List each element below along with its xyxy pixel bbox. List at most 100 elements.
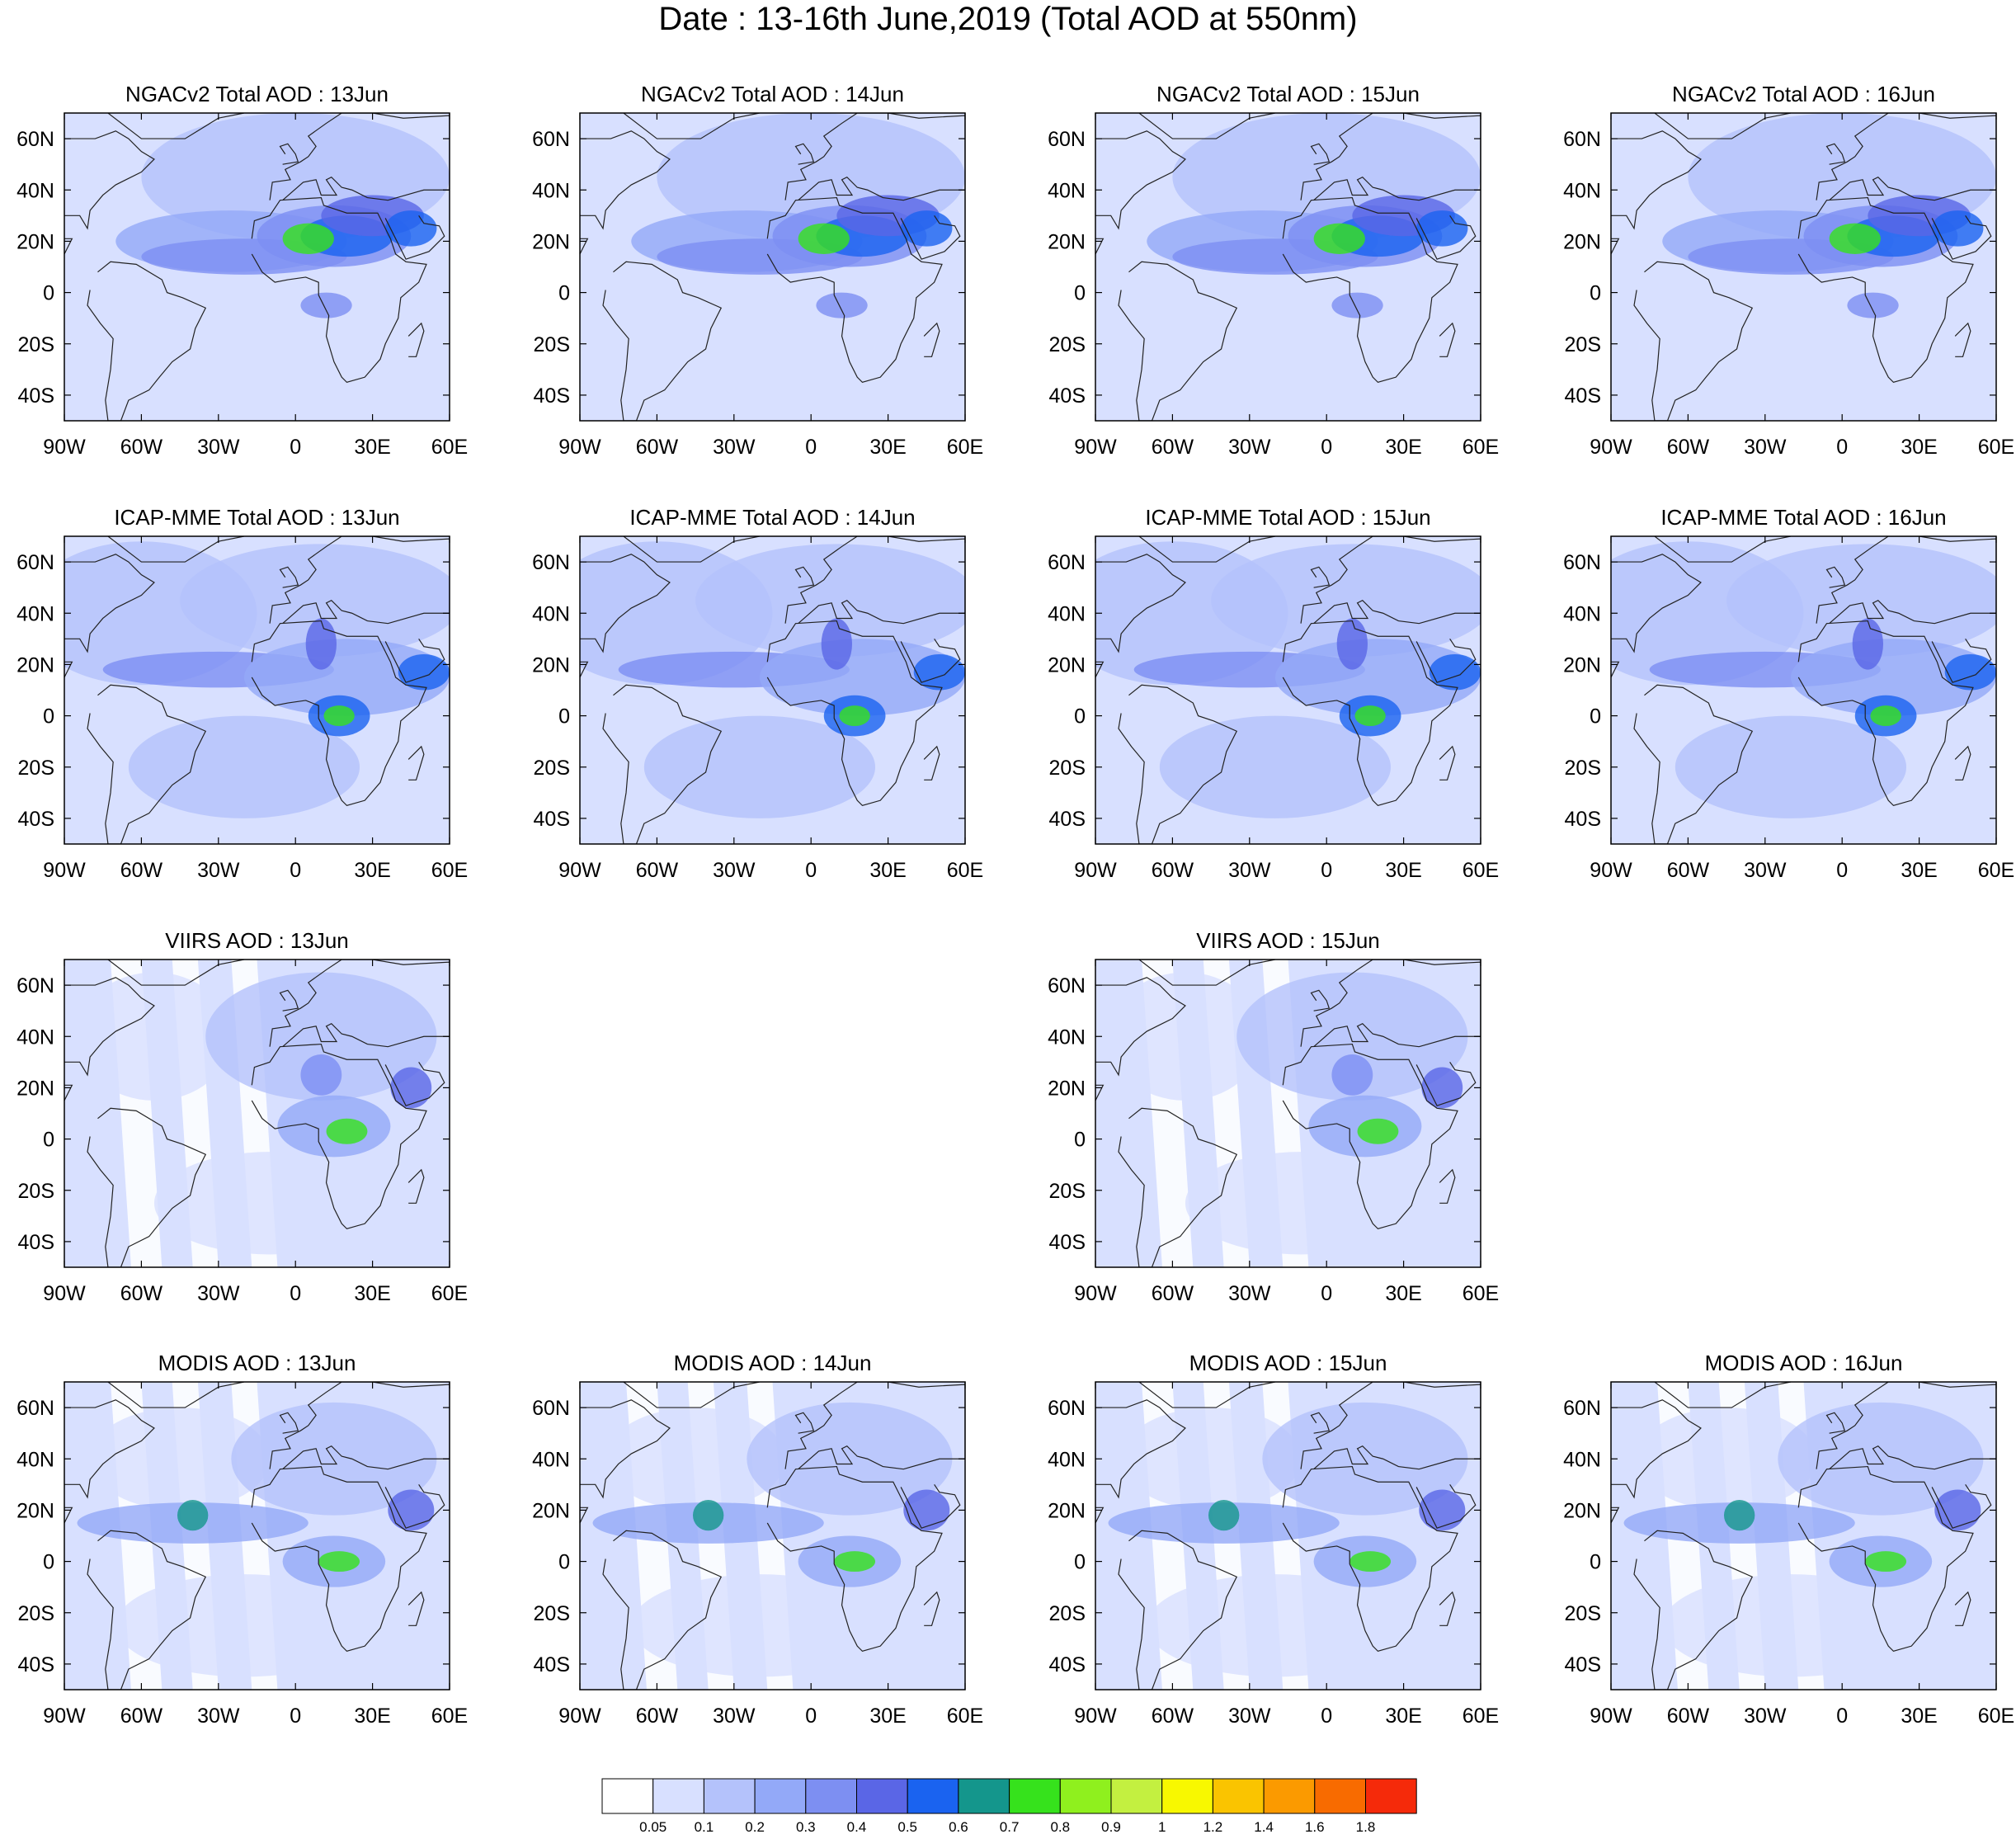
colorbar-swatch xyxy=(1263,1778,1316,1814)
map-frame xyxy=(64,1381,450,1690)
x-tick-label: 60W xyxy=(120,859,163,882)
coastline xyxy=(269,1382,450,1470)
map-frame xyxy=(1610,535,1997,845)
aod-region xyxy=(1331,292,1383,318)
coastline xyxy=(1954,322,1971,357)
aod-region xyxy=(77,972,232,1101)
panel-title: ICAP-MME Total AOD : 13Jun xyxy=(114,505,399,530)
y-tick-label: 40N xyxy=(1563,179,1601,202)
coastline xyxy=(1611,130,1702,255)
x-tick-label: 30W xyxy=(1228,1282,1271,1305)
x-tick-label: 60E xyxy=(947,1705,983,1728)
map-frame xyxy=(1610,1381,1997,1690)
coastline xyxy=(384,639,445,683)
colorbar-swatch xyxy=(805,1778,857,1814)
coastline xyxy=(87,1530,207,1690)
colorbar-swatch xyxy=(1059,1778,1112,1814)
aod-region xyxy=(1932,210,1984,247)
x-tick-label: 0 xyxy=(1321,436,1332,459)
x-tick-label: 60E xyxy=(1978,436,2014,459)
coastline xyxy=(1654,1382,1792,1408)
coastline xyxy=(251,196,427,384)
x-tick-label: 0 xyxy=(290,436,301,459)
coastline xyxy=(1118,1530,1238,1690)
y-tick-label: 60N xyxy=(16,551,54,574)
x-tick-label: 60E xyxy=(1463,859,1499,882)
coastline xyxy=(1415,1062,1477,1106)
x-tick-label: 90W xyxy=(1590,436,1632,459)
colorbar-label: 0.8 xyxy=(1050,1819,1070,1835)
map-panel: NGACv2 Total AOD : 16Jun 90W 60W 30W 0 30E 60E… xyxy=(1563,82,2014,459)
panel-title: MODIS AOD : 15Jun xyxy=(1189,1351,1387,1375)
coastline xyxy=(784,536,965,625)
y-tick-label: 20N xyxy=(1048,1499,1086,1522)
y-tick-label: 40N xyxy=(16,179,54,202)
x-tick-label: 60W xyxy=(1667,436,1710,459)
y-tick-label: 20N xyxy=(16,653,54,677)
aod-region xyxy=(821,618,853,670)
aod-region xyxy=(153,1152,386,1255)
coastline xyxy=(251,1465,427,1653)
coastline xyxy=(1439,1168,1456,1204)
x-tick-label: 90W xyxy=(1074,1282,1117,1305)
panel-title: VIIRS AOD : 13Jun xyxy=(165,928,349,953)
x-tick-label: 30E xyxy=(354,1705,390,1728)
y-tick-label: 60N xyxy=(1563,128,1601,151)
coastline xyxy=(1095,554,1186,678)
colorbar: 0.05 0.1 0.2 0.3 0.4 0.5 0.6 0.7 0.8 0.9 1 1.2 1.4 1.… xyxy=(601,1778,1417,1835)
y-tick-label: 20N xyxy=(1563,1499,1601,1522)
y-tick-label: 60N xyxy=(1048,128,1086,151)
aod-region xyxy=(1847,292,1899,318)
y-tick-label: 40S xyxy=(18,808,54,831)
x-tick-label: 30E xyxy=(869,436,906,459)
x-tick-label: 30W xyxy=(197,859,240,882)
coastline xyxy=(1300,960,1481,1048)
y-tick-label: 40N xyxy=(1563,1448,1601,1471)
y-tick-label: 0 xyxy=(43,1129,54,1152)
map-panel: ICAP-MME Total AOD : 14Jun 90W 60W 30W 0 30E 6… xyxy=(532,505,983,882)
y-tick-label: 60N xyxy=(16,128,54,151)
coastline xyxy=(1095,1399,1186,1524)
x-tick-label: 30W xyxy=(1744,1705,1787,1728)
aod-region xyxy=(643,715,876,818)
colorbar-swatch xyxy=(1365,1778,1417,1814)
map-frame xyxy=(1095,535,1481,845)
coastline xyxy=(602,684,723,844)
y-tick-label: 40N xyxy=(532,1448,570,1471)
aod-region xyxy=(90,1408,271,1511)
x-tick-label: 0 xyxy=(1836,1705,1848,1728)
x-tick-label: 30W xyxy=(713,1705,756,1728)
x-tick-label: 0 xyxy=(805,1705,817,1728)
y-tick-label: 20N xyxy=(1048,1077,1086,1100)
aod-region xyxy=(243,639,450,716)
coastline xyxy=(1118,684,1238,844)
aod-region xyxy=(300,292,352,318)
y-tick-label: 0 xyxy=(43,1551,54,1574)
coastline xyxy=(1816,536,1996,625)
aod-region xyxy=(1336,618,1368,670)
aod-region xyxy=(1349,1551,1392,1573)
panel-title: MODIS AOD : 14Jun xyxy=(674,1351,872,1375)
colorbar-label: 0.7 xyxy=(1000,1819,1020,1835)
x-tick-label: 30W xyxy=(1228,436,1271,459)
x-tick-label: 60E xyxy=(431,1705,468,1728)
coastline xyxy=(1415,215,1477,260)
map-panel: NGACv2 Total AOD : 13Jun 90W 60W 30W 0 30E 60E… xyxy=(16,82,468,459)
coastline xyxy=(64,1399,155,1524)
aod-region xyxy=(1662,1574,1919,1677)
coastline xyxy=(251,620,427,807)
coastline xyxy=(1633,684,1754,844)
aod-region xyxy=(1790,639,1996,716)
coastline xyxy=(1118,1107,1238,1267)
x-tick-label: 60W xyxy=(1667,1705,1710,1728)
x-tick-label: 90W xyxy=(558,1705,601,1728)
aod-region xyxy=(1419,1489,1466,1531)
y-tick-label: 0 xyxy=(558,282,570,305)
aod-region xyxy=(177,1499,209,1531)
y-tick-label: 60N xyxy=(532,551,570,574)
x-tick-label: 60W xyxy=(1152,1282,1194,1305)
y-tick-label: 20S xyxy=(18,1602,54,1625)
coastline xyxy=(1931,1484,1992,1529)
coastline xyxy=(64,977,155,1101)
x-tick-label: 0 xyxy=(1321,1282,1332,1305)
